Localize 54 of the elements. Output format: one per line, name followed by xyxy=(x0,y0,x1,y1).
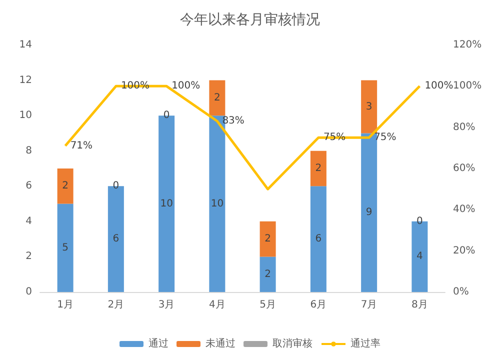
data-label: 4 xyxy=(416,251,423,262)
data-label: 9 xyxy=(366,207,372,218)
data-label: 2 xyxy=(264,268,271,280)
data-label: 2 xyxy=(214,92,220,104)
bar xyxy=(361,80,378,134)
data-label: 10 xyxy=(210,198,224,210)
y-tick-label: 10 xyxy=(19,110,32,122)
y-tick-label: 8 xyxy=(26,145,32,156)
y-tick-label: 0 xyxy=(26,286,32,298)
y-tick-label: 12 xyxy=(19,74,32,86)
data-label: 2 xyxy=(264,234,271,245)
data-label: 71% xyxy=(70,140,93,152)
y-tick-label: 6 xyxy=(26,180,32,192)
data-label: 10 xyxy=(160,198,173,210)
y2-tick-label: 80% xyxy=(453,122,476,133)
y-tick-label: 14 xyxy=(19,40,32,50)
x-tick-label: 7月 xyxy=(360,300,378,310)
y2-tick-label: 20% xyxy=(453,245,476,256)
data-label: 3 xyxy=(366,101,372,112)
y2-tick-label: 120% xyxy=(453,40,482,50)
x-tick-label: 2月 xyxy=(108,300,124,310)
bar xyxy=(260,256,276,292)
bar xyxy=(310,150,326,186)
bar xyxy=(57,168,74,204)
y-tick-label: 2 xyxy=(26,251,32,262)
bar xyxy=(57,204,74,292)
legend-label: 通过 xyxy=(148,338,168,350)
data-label: 100% xyxy=(424,80,454,92)
y2-tick-label: 0% xyxy=(453,286,469,298)
data-label: 75% xyxy=(323,132,346,144)
bar xyxy=(209,80,226,116)
x-tick-label: 8月 xyxy=(412,300,428,310)
data-label: 6 xyxy=(315,234,322,245)
legend-label: 通过率 xyxy=(350,338,380,350)
bar xyxy=(310,186,326,292)
x-tick-label: 3月 xyxy=(158,300,175,310)
x-tick-label: 4月 xyxy=(209,300,226,310)
legend-label: 取消审核 xyxy=(272,338,312,350)
chart-title: 今年以来各月审核情况 xyxy=(180,12,320,28)
x-tick-label: 6月 xyxy=(310,300,327,310)
data-label: 100% xyxy=(172,80,200,92)
y2-tick-label: 40% xyxy=(453,204,476,216)
data-label: 6 xyxy=(112,234,120,245)
y-tick-label: 4 xyxy=(26,216,32,227)
data-label: 2 xyxy=(62,180,68,192)
data-label: 2 xyxy=(315,163,322,174)
bar xyxy=(260,221,276,257)
x-tick-label: 5月 xyxy=(260,300,276,310)
x-tick-label: 1月 xyxy=(57,300,74,310)
y2-tick-label: 60% xyxy=(453,163,476,174)
data-label: 5 xyxy=(62,242,68,254)
y2-tick-label: 100% xyxy=(453,80,482,92)
data-label: 100% xyxy=(120,80,150,92)
legend-label: 未通过 xyxy=(206,338,236,350)
